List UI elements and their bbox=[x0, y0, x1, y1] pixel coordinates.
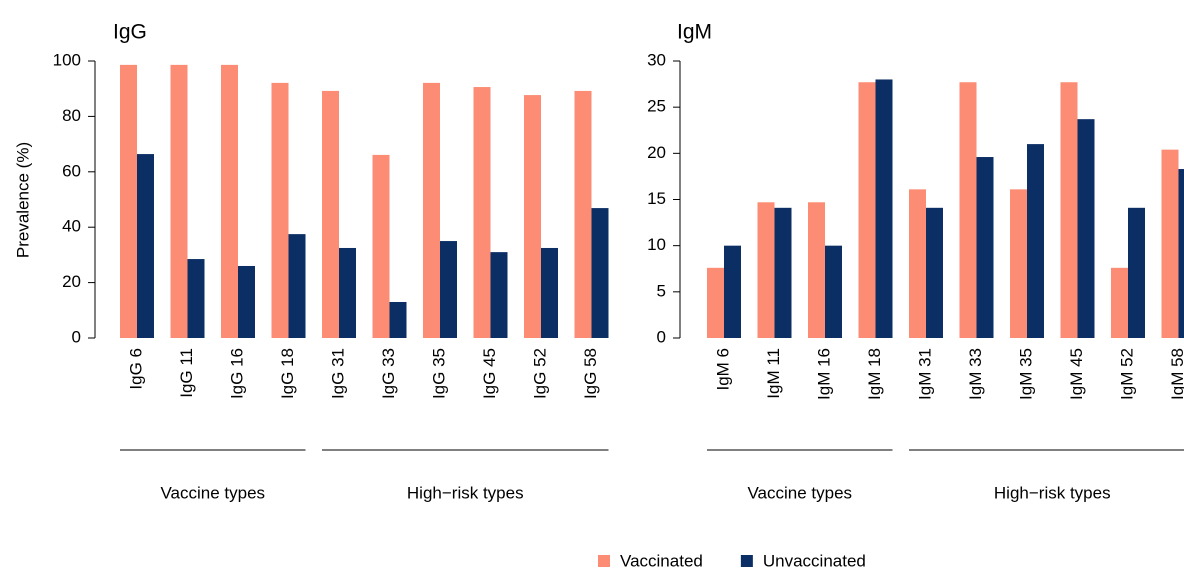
x-tick-label: IgG 52 bbox=[530, 348, 549, 399]
legend-label: Vaccinated bbox=[620, 551, 703, 570]
bar bbox=[288, 234, 306, 338]
bar bbox=[473, 87, 491, 339]
bar bbox=[707, 267, 724, 338]
bar bbox=[808, 202, 825, 338]
x-tick-label: IgG 6 bbox=[126, 348, 145, 390]
x-tick-label: IgM 35 bbox=[1016, 348, 1035, 400]
x-tick-label: IgG 35 bbox=[429, 348, 448, 399]
bar bbox=[238, 265, 255, 338]
x-tick-label: IgM 6 bbox=[713, 348, 732, 391]
y-tick-label: 0 bbox=[657, 327, 666, 346]
bar bbox=[440, 241, 457, 338]
bar bbox=[591, 208, 609, 338]
panel: IgM 0 5 10 15 20 25 30 IgM 6 IgM 11 IgM 16 IgM 18 Ig… bbox=[647, 21, 1184, 502]
chart-title: IgG bbox=[113, 21, 147, 44]
y-axis-label: Prevalence (%) bbox=[13, 142, 32, 258]
bar bbox=[187, 259, 205, 338]
bar bbox=[858, 82, 876, 338]
bar bbox=[1128, 207, 1145, 338]
bar bbox=[1111, 267, 1128, 338]
bar bbox=[120, 64, 137, 339]
y-tick-label: 30 bbox=[647, 50, 666, 69]
bar bbox=[774, 207, 792, 338]
legend-label: Unvaccinated bbox=[763, 551, 866, 570]
y-tick-label: 10 bbox=[647, 235, 666, 254]
x-tick-label: IgG 16 bbox=[227, 348, 246, 399]
x-tick-label: IgG 45 bbox=[480, 348, 499, 399]
bar bbox=[372, 154, 390, 338]
bar bbox=[1161, 149, 1179, 338]
y-tick-label: 100 bbox=[53, 50, 81, 69]
bar bbox=[1010, 189, 1027, 338]
bar bbox=[1027, 144, 1044, 338]
x-tick-label: IgM 11 bbox=[764, 348, 783, 399]
x-tick-label: IgM 18 bbox=[865, 348, 884, 400]
y-tick-label: 60 bbox=[62, 161, 81, 180]
bar bbox=[976, 157, 994, 338]
bar bbox=[423, 82, 440, 339]
bar bbox=[926, 207, 943, 338]
y-tick-label: 25 bbox=[647, 97, 666, 116]
x-tick-label: IgG 18 bbox=[278, 348, 297, 399]
y-tick-label: 40 bbox=[62, 217, 81, 236]
x-tick-label: IgG 31 bbox=[328, 348, 347, 399]
bar bbox=[724, 245, 741, 338]
legend-swatch bbox=[598, 555, 610, 567]
bar bbox=[1077, 119, 1095, 338]
x-tick-label: IgM 52 bbox=[1117, 348, 1136, 400]
chart-title: IgM bbox=[677, 21, 712, 44]
y-tick-label: 20 bbox=[647, 143, 666, 162]
bar bbox=[1060, 82, 1078, 338]
bar bbox=[490, 252, 508, 338]
bar bbox=[137, 154, 154, 338]
x-tick-label: IgG 11 bbox=[177, 348, 196, 398]
bar bbox=[875, 79, 893, 338]
y-tick-label: 5 bbox=[657, 281, 666, 300]
x-tick-label: IgM 31 bbox=[915, 348, 934, 400]
y-tick-label: 20 bbox=[62, 272, 81, 291]
group-label: Vaccine types bbox=[747, 483, 852, 502]
legend: Vaccinated Unvaccinated bbox=[598, 551, 866, 570]
x-tick-label: IgG 58 bbox=[581, 348, 600, 399]
bar bbox=[1178, 169, 1184, 338]
bar bbox=[524, 95, 541, 338]
group-label: High−risk types bbox=[407, 483, 524, 502]
bar bbox=[541, 247, 558, 338]
x-tick-label: IgM 16 bbox=[814, 348, 833, 400]
panel: IgG Prevalence (%) 0 20 40 60 80 100 IgG 6 IgG 11… bbox=[13, 21, 609, 502]
bar bbox=[339, 247, 356, 338]
y-tick-label: 0 bbox=[72, 327, 81, 346]
bar bbox=[170, 64, 188, 339]
x-tick-label: IgM 45 bbox=[1067, 348, 1086, 400]
y-tick-label: 15 bbox=[647, 189, 666, 208]
bar bbox=[909, 189, 926, 338]
bar bbox=[757, 202, 775, 338]
y-tick-label: 80 bbox=[62, 106, 81, 125]
x-tick-label: IgG 33 bbox=[379, 348, 398, 399]
group-label: High−risk types bbox=[994, 483, 1111, 502]
bar bbox=[574, 90, 592, 338]
group-label: Vaccine types bbox=[160, 483, 265, 502]
bar bbox=[221, 64, 238, 339]
bar bbox=[825, 245, 842, 338]
bar bbox=[271, 82, 289, 339]
bar bbox=[959, 82, 977, 338]
x-tick-label: IgM 58 bbox=[1168, 348, 1184, 400]
bar bbox=[389, 301, 407, 338]
bar bbox=[322, 90, 339, 338]
x-tick-label: IgM 33 bbox=[966, 348, 985, 400]
legend-swatch bbox=[740, 555, 753, 567]
